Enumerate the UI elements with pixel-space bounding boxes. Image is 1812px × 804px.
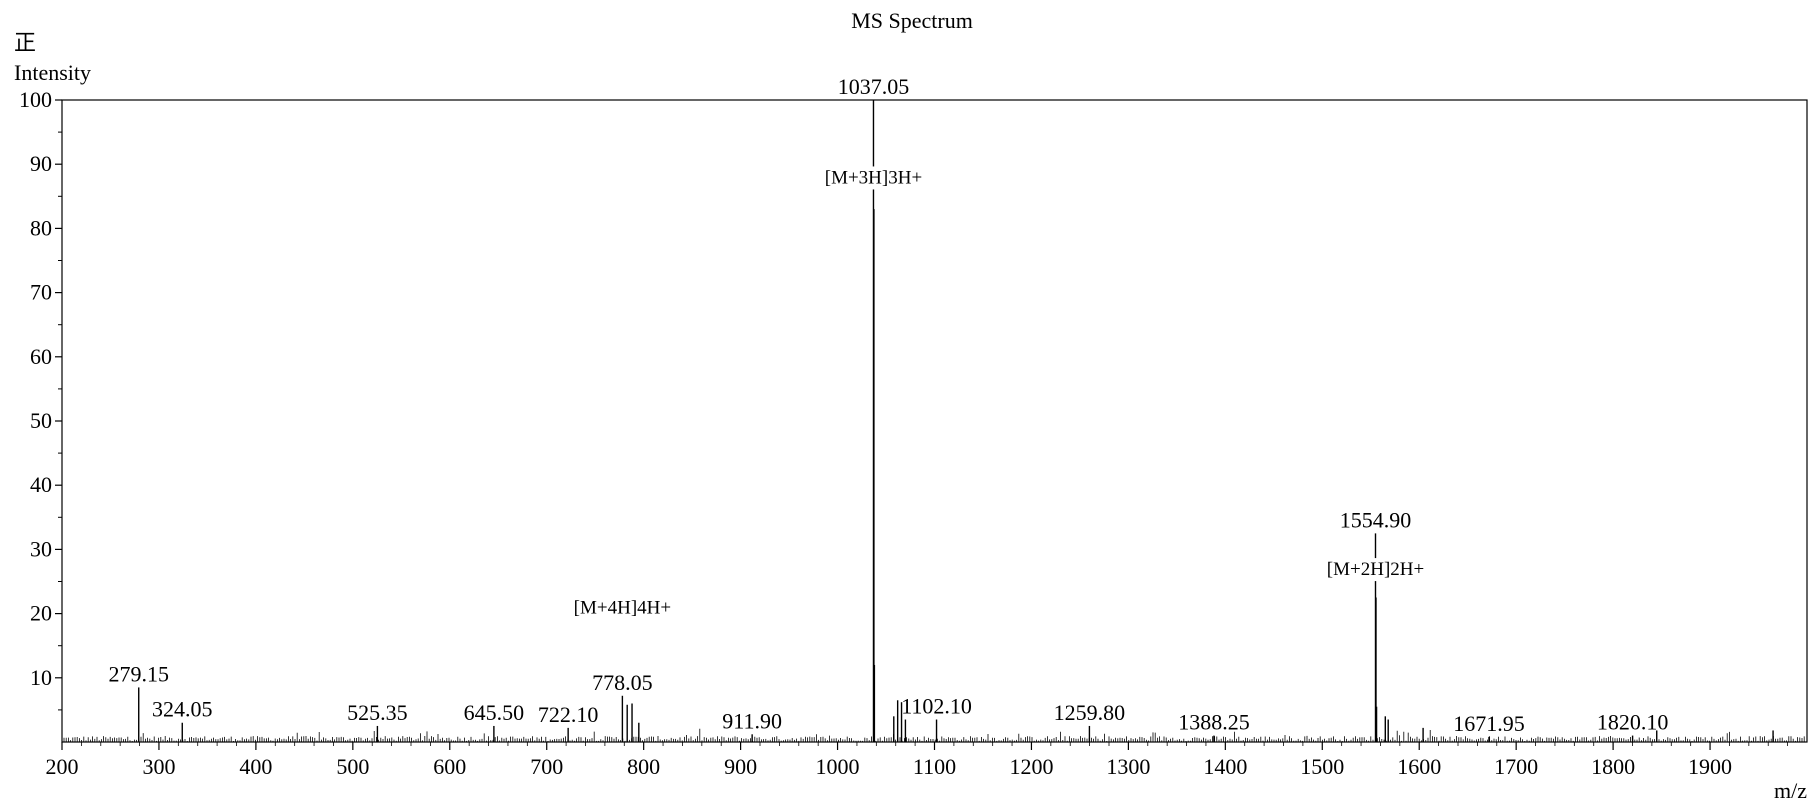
peak-label: 1037.05 (838, 74, 910, 99)
peak-annotation: [M+2H]2H+ (1327, 559, 1424, 580)
peak-label: 1259.80 (1054, 700, 1126, 725)
peak-label: 1820.10 (1597, 710, 1669, 735)
x-tick-label: 1900 (1688, 754, 1732, 779)
y-axis: 10 20 30 40 50 60 70 80 90 100 (19, 87, 62, 711)
x-axis: 200 300 400 500 600 700 800 900 1000 1100 1200 1300… (46, 742, 1789, 779)
annotation-background (570, 596, 675, 620)
peak-label: 722.10 (538, 702, 599, 727)
annotation-background (821, 166, 926, 190)
x-tick-label: 900 (724, 754, 757, 779)
peak-label: 1102.10 (901, 694, 972, 719)
x-tick-label: 1800 (1591, 754, 1635, 779)
x-tick-label: 1300 (1106, 754, 1150, 779)
annotations-layer: [M+3H]3H+ [M+2H]2H+ [M+4H]4H+ (570, 166, 1428, 620)
mode-label: 正 (14, 30, 36, 55)
x-tick-label: 500 (336, 754, 369, 779)
y-tick-label: 10 (30, 665, 52, 690)
peak-annotation: [M+3H]3H+ (825, 167, 922, 188)
peak-label: 1671.95 (1453, 711, 1525, 736)
peak-label: 525.35 (347, 700, 408, 725)
x-tick-label: 1700 (1494, 754, 1538, 779)
x-tick-label: 400 (239, 754, 272, 779)
baseline-noise (63, 728, 1805, 742)
y-tick-label: 50 (30, 408, 52, 433)
peak-label: 1388.25 (1178, 710, 1250, 735)
y-tick-label: 100 (19, 87, 52, 112)
peak-labels: 1037.05 1554.90 279.15 324.05 525.35 645.50 72… (108, 74, 1668, 736)
x-tick-label: 1400 (1203, 754, 1247, 779)
y-tick-label: 90 (30, 151, 52, 176)
chart-title: MS Spectrum (851, 8, 973, 33)
y-tick-label: 80 (30, 215, 52, 240)
x-tick-label: 800 (627, 754, 660, 779)
y-tick-label: 70 (30, 280, 52, 305)
x-tick-label: 1100 (913, 754, 956, 779)
peak-label: 324.05 (152, 697, 213, 722)
y-tick-label: 30 (30, 536, 52, 561)
peak-label: 778.05 (592, 670, 653, 695)
x-tick-label: 1500 (1300, 754, 1344, 779)
y-tick-label: 40 (30, 472, 52, 497)
x-tick-label: 300 (142, 754, 175, 779)
x-tick-label: 600 (433, 754, 466, 779)
peak-label: 645.50 (464, 700, 525, 725)
x-tick-label: 700 (530, 754, 563, 779)
peak-label: 1554.90 (1340, 507, 1412, 532)
y-tick-label: 20 (30, 601, 52, 626)
noise-path (63, 728, 1805, 742)
peak-annotation: [M+4H]4H+ (574, 598, 671, 619)
x-tick-label: 1000 (816, 754, 860, 779)
peaks-layer (138, 100, 1774, 742)
peak-label: 911.90 (722, 708, 782, 733)
y-tick-label: 60 (30, 344, 52, 369)
y-axis-label: Intensity (14, 60, 91, 85)
peak-label: 279.15 (108, 661, 169, 686)
x-tick-label: 1200 (1009, 754, 1053, 779)
plot-frame (61, 99, 1808, 743)
x-tick-label: 1600 (1397, 754, 1441, 779)
x-tick-label: 200 (46, 754, 79, 779)
annotation-background (1323, 558, 1428, 582)
x-axis-label: m/z (1774, 778, 1807, 803)
